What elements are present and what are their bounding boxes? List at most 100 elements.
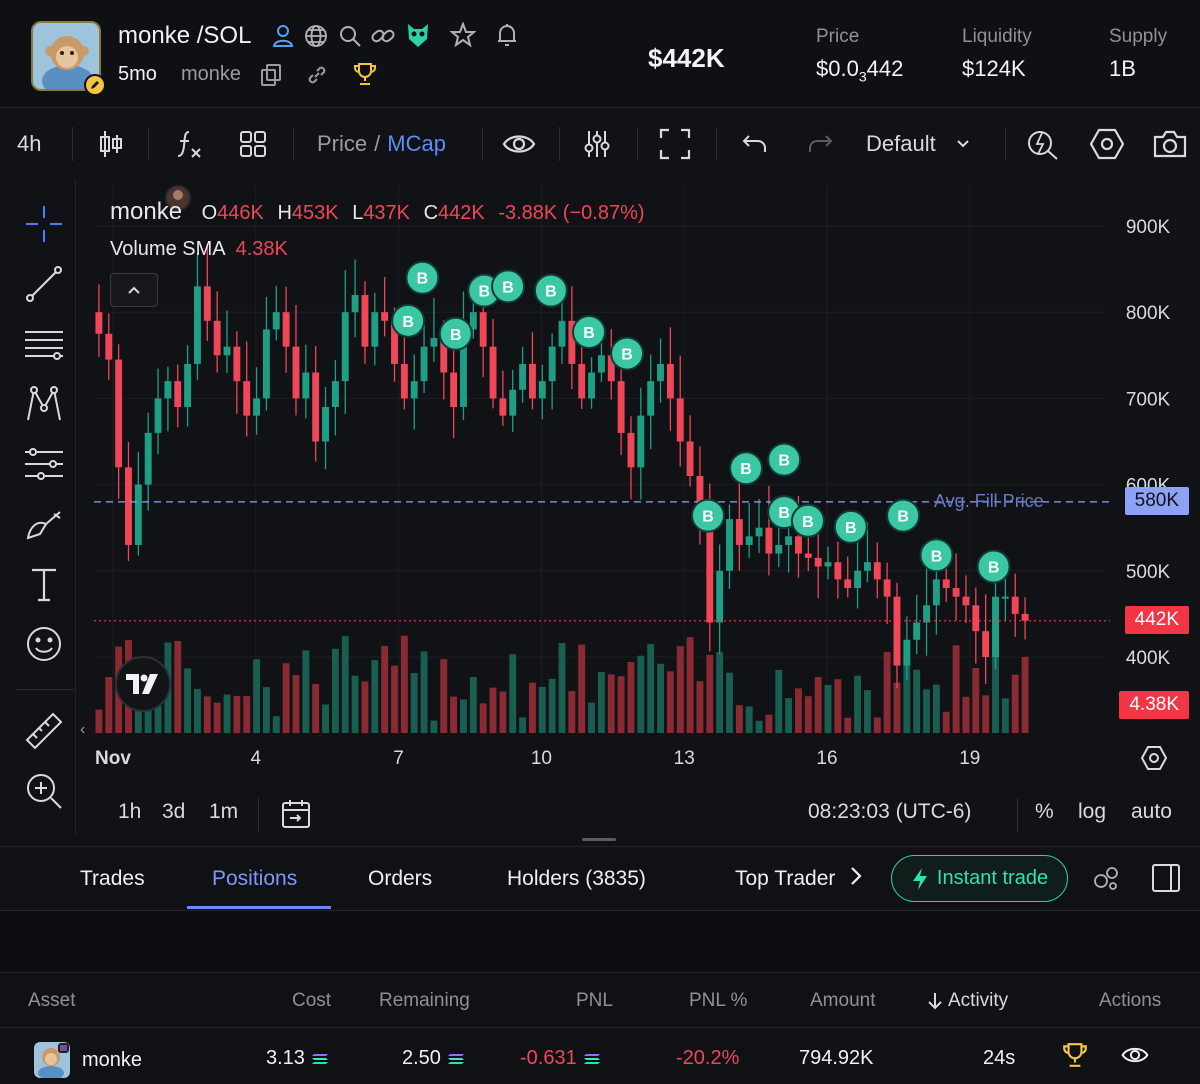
- search-icon[interactable]: [338, 24, 362, 48]
- bell-icon[interactable]: [495, 22, 519, 48]
- candle-body: [223, 346, 231, 356]
- axis-settings-icon[interactable]: [1140, 744, 1168, 772]
- token-name: monke /SOL: [118, 22, 251, 50]
- panel-layout-icon[interactable]: [1151, 863, 1181, 893]
- legend-open-key: O: [201, 202, 218, 224]
- column-header-activity-label: Activity: [948, 990, 1009, 1011]
- redo-icon[interactable]: [806, 109, 834, 179]
- tab-holders[interactable]: Holders (3835): [507, 867, 646, 890]
- buy-marker-label: B: [778, 453, 790, 470]
- emoji-icon[interactable]: [20, 620, 68, 668]
- settings-sliders-icon[interactable]: [583, 109, 611, 179]
- panel-resize-handle[interactable]: [582, 838, 616, 841]
- log-scale-toggle[interactable]: log: [1078, 800, 1107, 823]
- column-header-asset[interactable]: Asset: [28, 990, 76, 1011]
- indicators-icon[interactable]: [175, 109, 203, 179]
- position-asset[interactable]: monke: [34, 1042, 142, 1078]
- view-eye-icon[interactable]: [1121, 1045, 1149, 1065]
- edit-pencil-icon[interactable]: [84, 74, 106, 96]
- candle-body: [460, 329, 467, 408]
- auto-scale-toggle[interactable]: auto: [1131, 800, 1172, 823]
- timeframe-3d[interactable]: 3d: [162, 800, 186, 823]
- candle-body: [292, 346, 300, 399]
- fullscreen-icon[interactable]: [659, 109, 691, 179]
- tab-orders[interactable]: Orders: [368, 867, 433, 890]
- price-mcap-toggle[interactable]: Price / MCap: [317, 109, 446, 179]
- crosshair-icon[interactable]: [20, 200, 68, 248]
- position-amount: 794.92K: [799, 1047, 874, 1069]
- volume-bar: [755, 720, 763, 733]
- positions-summary-area: [0, 911, 1200, 973]
- zoom-in-icon[interactable]: [20, 767, 68, 815]
- scroll-left-icon[interactable]: ‹: [80, 721, 86, 738]
- copy-icon[interactable]: [260, 63, 282, 87]
- ruler-icon[interactable]: [20, 707, 68, 755]
- candle-type-icon[interactable]: [98, 109, 124, 179]
- trophy-icon[interactable]: [1061, 1041, 1089, 1069]
- trophy-icon[interactable]: [352, 61, 378, 87]
- divider: [293, 127, 294, 161]
- token-avatar[interactable]: [31, 21, 101, 91]
- mcap-option[interactable]: MCap: [387, 131, 446, 156]
- collapse-legend-button[interactable]: [110, 273, 158, 307]
- candle-body: [903, 639, 911, 666]
- timeframe-1m[interactable]: 1m: [209, 800, 239, 823]
- camera-icon[interactable]: [1152, 109, 1188, 179]
- volume-tag: 4.38K: [1119, 691, 1189, 719]
- price-option[interactable]: Price: [317, 131, 368, 156]
- chart-clock[interactable]: 08:23:03 (UTC-6): [808, 800, 972, 823]
- chevron-down-icon: [957, 140, 969, 148]
- trend-line-icon[interactable]: [20, 260, 68, 308]
- column-header-activity[interactable]: Activity: [926, 990, 1008, 1012]
- link-icon[interactable]: [370, 24, 396, 48]
- price-lines: [94, 501, 1110, 622]
- chain-icon[interactable]: [305, 63, 329, 87]
- volume-bar: [962, 696, 970, 733]
- bubbles-icon[interactable]: [1093, 865, 1119, 891]
- timeframe-1h[interactable]: 1h: [118, 800, 142, 823]
- tradingview-logo[interactable]: [115, 656, 171, 712]
- position-pnl: -0.631: [520, 1047, 601, 1070]
- candle-body: [716, 570, 724, 623]
- owl-icon[interactable]: [405, 21, 431, 49]
- chevron-right-icon[interactable]: [849, 865, 863, 887]
- candle-body: [194, 286, 201, 364]
- text-tool-icon[interactable]: [20, 560, 68, 608]
- pattern-icon[interactable]: [20, 380, 68, 428]
- eye-icon[interactable]: [502, 109, 536, 179]
- tab-positions[interactable]: Positions: [212, 867, 298, 890]
- hexagon-settings-icon[interactable]: [1089, 109, 1125, 179]
- trader-avatar-pin: [165, 185, 191, 211]
- user-icon[interactable]: [272, 24, 294, 48]
- percent-scale-toggle[interactable]: %: [1035, 800, 1054, 823]
- column-header-remaining[interactable]: Remaining: [379, 990, 470, 1011]
- instant-trade-button[interactable]: Instant trade: [891, 855, 1068, 902]
- undo-icon[interactable]: [741, 109, 769, 179]
- tab-trades[interactable]: Trades: [80, 867, 145, 890]
- volume-bar: [903, 658, 911, 733]
- brush-icon[interactable]: [20, 500, 68, 548]
- quick-search-icon[interactable]: [1026, 109, 1060, 179]
- tab-top-traders[interactable]: Top Trader: [735, 867, 836, 890]
- prediction-icon[interactable]: [20, 440, 68, 488]
- template-dropdown[interactable]: Default: [866, 109, 970, 179]
- candle-body: [952, 588, 960, 597]
- column-header-pnl-percent[interactable]: PNL %: [689, 990, 748, 1011]
- column-header-cost[interactable]: Cost: [292, 990, 332, 1011]
- divider: [637, 127, 638, 161]
- globe-icon[interactable]: [304, 24, 328, 48]
- layout-grid-icon[interactable]: [239, 109, 267, 179]
- template-label: Default: [866, 131, 936, 156]
- interval-button[interactable]: 4h: [17, 131, 42, 156]
- buy-marker-label: B: [502, 279, 514, 296]
- candle-body: [824, 562, 832, 567]
- horizontal-lines-icon[interactable]: [20, 320, 68, 368]
- star-icon[interactable]: [450, 22, 476, 48]
- candle-body: [381, 312, 389, 321]
- column-header-amount[interactable]: Amount: [810, 990, 876, 1011]
- column-header-pnl[interactable]: PNL: [576, 990, 613, 1011]
- buy-marker: B: [790, 503, 825, 538]
- date-range-icon[interactable]: [280, 798, 312, 830]
